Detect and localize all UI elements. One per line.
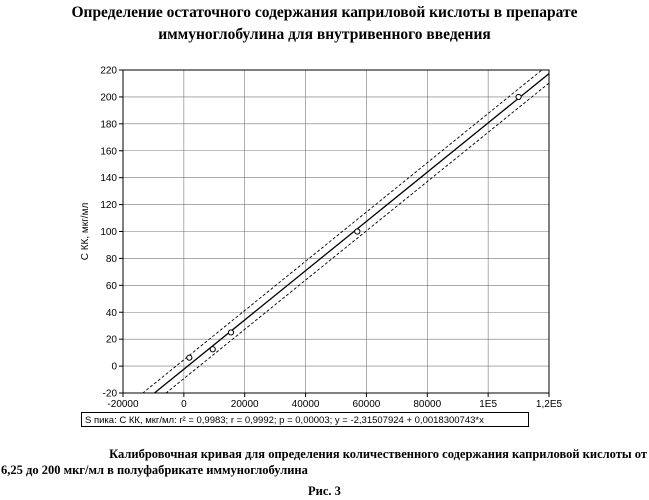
- y-tick-label: 160: [100, 146, 117, 157]
- y-tick-label: 180: [100, 119, 117, 130]
- y-tick-label: -20: [103, 389, 118, 400]
- fit-line: [153, 73, 549, 393]
- y-tick-label: 0: [111, 362, 117, 373]
- title-line-2: иммуноглобулина для внутривенного введен…: [158, 26, 491, 43]
- y-axis-ticks: -20 0 20 40 60 80 100 120 140 160 180 200 220: [100, 66, 123, 400]
- y-tick-label: 100: [100, 227, 117, 238]
- title-line-1: Определение остаточного содержания капри…: [71, 4, 578, 21]
- y-tick-label: 40: [106, 308, 118, 319]
- figure-caption: Калибровочная кривая для определения кол…: [0, 446, 649, 478]
- x-tick-label: 40000: [292, 399, 320, 410]
- data-point: [354, 228, 361, 235]
- data-point: [515, 93, 522, 101]
- x-tick-label: 0: [181, 399, 187, 410]
- y-tick-label: 220: [100, 66, 117, 77]
- data-point: [209, 346, 216, 353]
- upper-confidence-line: [142, 70, 543, 393]
- y-tick-label: 120: [100, 200, 117, 211]
- regression-line: [153, 73, 549, 393]
- x-tick-label: 20000: [231, 399, 259, 410]
- data-point: [227, 329, 235, 336]
- x-tick-label: 1E5: [479, 399, 497, 410]
- grid: [122, 69, 550, 394]
- y-tick-label: 80: [106, 254, 118, 265]
- x-tick-label: 1,2E5: [536, 399, 563, 410]
- figure-label: Рис. 3: [308, 484, 341, 498]
- data-points: [186, 93, 522, 361]
- page-title: Определение остаточного содержания капри…: [0, 2, 649, 46]
- confidence-band: [142, 70, 549, 393]
- y-tick-label: 20: [106, 335, 118, 346]
- caption-line-2: 6,25 до 200 мкг/мл в полуфабрикате иммун…: [1, 463, 308, 477]
- x-tick-label: 80000: [413, 399, 441, 410]
- y-tick-label: 140: [100, 173, 117, 184]
- y-tick-label: 60: [106, 281, 118, 292]
- x-axis-ticks: -20000 0 20000 40000 60000 80000 1E5 1,2E5: [107, 393, 563, 410]
- lower-confidence-line: [165, 82, 549, 393]
- y-tick-label: 200: [100, 92, 117, 103]
- caption-line-1: Калибровочная кривая для определения кол…: [109, 447, 647, 461]
- x-tick-label: -20000: [107, 399, 139, 410]
- data-point: [186, 354, 193, 361]
- regression-formula: S пика: С КК, мкг/мл: r² = 0,9983; r = 0…: [81, 412, 529, 427]
- y-axis-label: С КК, мкг/мл: [80, 203, 91, 261]
- x-tick-label: 60000: [353, 399, 381, 410]
- calibration-chart: -20000 0 20000 40000 60000 80000 1E5 1,2E5 -200…: [80, 66, 563, 411]
